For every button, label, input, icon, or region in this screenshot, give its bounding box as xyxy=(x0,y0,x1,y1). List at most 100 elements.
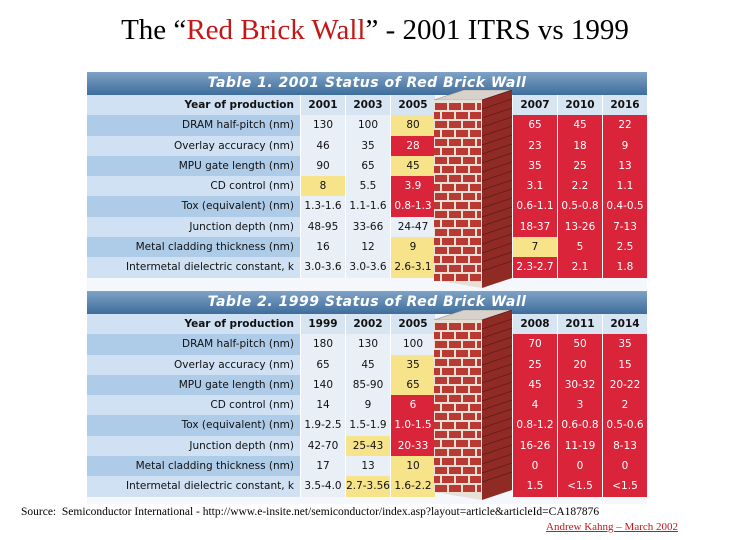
mortar-line xyxy=(481,90,512,101)
brick xyxy=(477,193,481,200)
brick xyxy=(434,386,440,393)
brick xyxy=(463,341,475,348)
mortar-line xyxy=(481,399,512,411)
value-cell: 2.2 xyxy=(557,176,602,197)
brick xyxy=(442,422,454,429)
brick xyxy=(470,440,481,447)
brick xyxy=(442,350,454,357)
brick xyxy=(463,139,475,146)
brick xyxy=(449,323,461,330)
value-cell: 17 xyxy=(300,456,345,477)
brick xyxy=(470,220,481,227)
brick-wall-1999 xyxy=(434,310,512,500)
mortar-line xyxy=(481,471,512,483)
mortar-line xyxy=(481,260,512,272)
value-cell: 25 xyxy=(557,155,602,177)
table-2001: Table 1. 2001 Status of Red Brick Wall Y… xyxy=(87,72,647,278)
brick xyxy=(435,229,447,236)
brick xyxy=(477,413,481,420)
red-brick-wall-figure: Table 1. 2001 Status of Red Brick Wall Y… xyxy=(87,72,647,504)
brick xyxy=(470,238,481,245)
brick xyxy=(442,332,454,339)
year-header-cell: 2005 xyxy=(390,314,435,335)
table-row: Overlay accuracy (nm) 65 45 35 25 20 15 xyxy=(87,354,647,375)
mortar-line xyxy=(481,408,512,420)
value-cell: 5 xyxy=(557,237,602,258)
value-cell: 0.8-1.2 xyxy=(512,415,557,436)
brick xyxy=(477,323,481,330)
value-cell: 180 xyxy=(300,334,345,355)
source-label: Source: xyxy=(21,506,57,518)
value-cell: 3 xyxy=(557,395,602,416)
brick xyxy=(463,395,475,402)
value-cell: 8 xyxy=(300,176,345,197)
row-label: Overlay accuracy (nm) xyxy=(87,135,300,156)
brick xyxy=(434,112,440,119)
mortar-line xyxy=(481,197,512,209)
brick xyxy=(435,341,447,348)
brick xyxy=(442,238,454,245)
value-cell: 2.7-3.56 xyxy=(345,476,390,497)
brick xyxy=(434,220,440,227)
brick xyxy=(463,265,475,272)
mortar-line xyxy=(481,426,512,438)
brick xyxy=(477,175,481,182)
value-cell: 30-32 xyxy=(557,374,602,396)
brick xyxy=(449,121,461,128)
table-row: MPU gate length (nm) 140 85-90 65 45 30-32 20-… xyxy=(87,374,647,396)
value-cell: 9 xyxy=(345,395,390,416)
mortar-line xyxy=(481,242,512,254)
brick xyxy=(449,265,461,272)
value-cell: 65 xyxy=(345,155,390,177)
brick xyxy=(470,256,481,263)
brick xyxy=(456,332,468,339)
row-label: Year of production xyxy=(87,314,300,335)
year-header-cell: 2010 xyxy=(557,95,602,116)
brick xyxy=(435,377,447,384)
brick xyxy=(434,202,440,209)
brick xyxy=(477,467,481,474)
brick xyxy=(463,157,475,164)
value-cell: 130 xyxy=(300,115,345,136)
brick xyxy=(435,485,447,492)
brick xyxy=(456,166,468,173)
brick xyxy=(449,413,461,420)
brick xyxy=(456,256,468,263)
row-label: Metal cladding thickness (nm) xyxy=(87,237,300,258)
table-1999: Table 2. 1999 Status of Red Brick Wall Y… xyxy=(87,291,647,497)
brick xyxy=(435,449,447,456)
brick xyxy=(449,341,461,348)
table-row: CD control (nm) 14 9 6 4 3 2 xyxy=(87,395,647,416)
brick xyxy=(435,359,447,366)
mortar-line xyxy=(481,381,512,393)
author-credit: Andrew Kahng – March 2002 xyxy=(546,521,678,533)
value-cell: 2.5 xyxy=(602,237,647,258)
value-cell: 25 xyxy=(512,354,557,375)
value-cell: 45 xyxy=(512,374,557,396)
brick xyxy=(456,274,468,281)
table-row: CD control (nm) 8 5.5 3.9 3.1 2.2 1.1 xyxy=(87,176,647,197)
mortar-line xyxy=(481,224,512,236)
brick xyxy=(435,323,447,330)
source-caption: Source: Semiconductor International - ht… xyxy=(21,506,599,518)
mortar-line xyxy=(481,354,512,366)
brick xyxy=(470,350,481,357)
value-cell: 20 xyxy=(557,354,602,375)
brick xyxy=(463,211,475,218)
table-row: Intermetal dielectric constant, k 3.5-4.0… xyxy=(87,476,647,497)
brick xyxy=(456,148,468,155)
brick xyxy=(456,386,468,393)
brick xyxy=(463,193,475,200)
value-cell: 45 xyxy=(390,155,435,177)
value-cell: 12 xyxy=(345,237,390,258)
row-label: DRAM half-pitch (nm) xyxy=(87,115,300,136)
brick xyxy=(463,449,475,456)
brick xyxy=(449,139,461,146)
row-label: Intermetal dielectric constant, k xyxy=(87,257,300,278)
value-cell: 22 xyxy=(602,115,647,136)
brick xyxy=(442,220,454,227)
brick xyxy=(477,341,481,348)
value-cell: 140 xyxy=(300,374,345,396)
value-cell: 28 xyxy=(390,135,435,156)
brick xyxy=(477,157,481,164)
